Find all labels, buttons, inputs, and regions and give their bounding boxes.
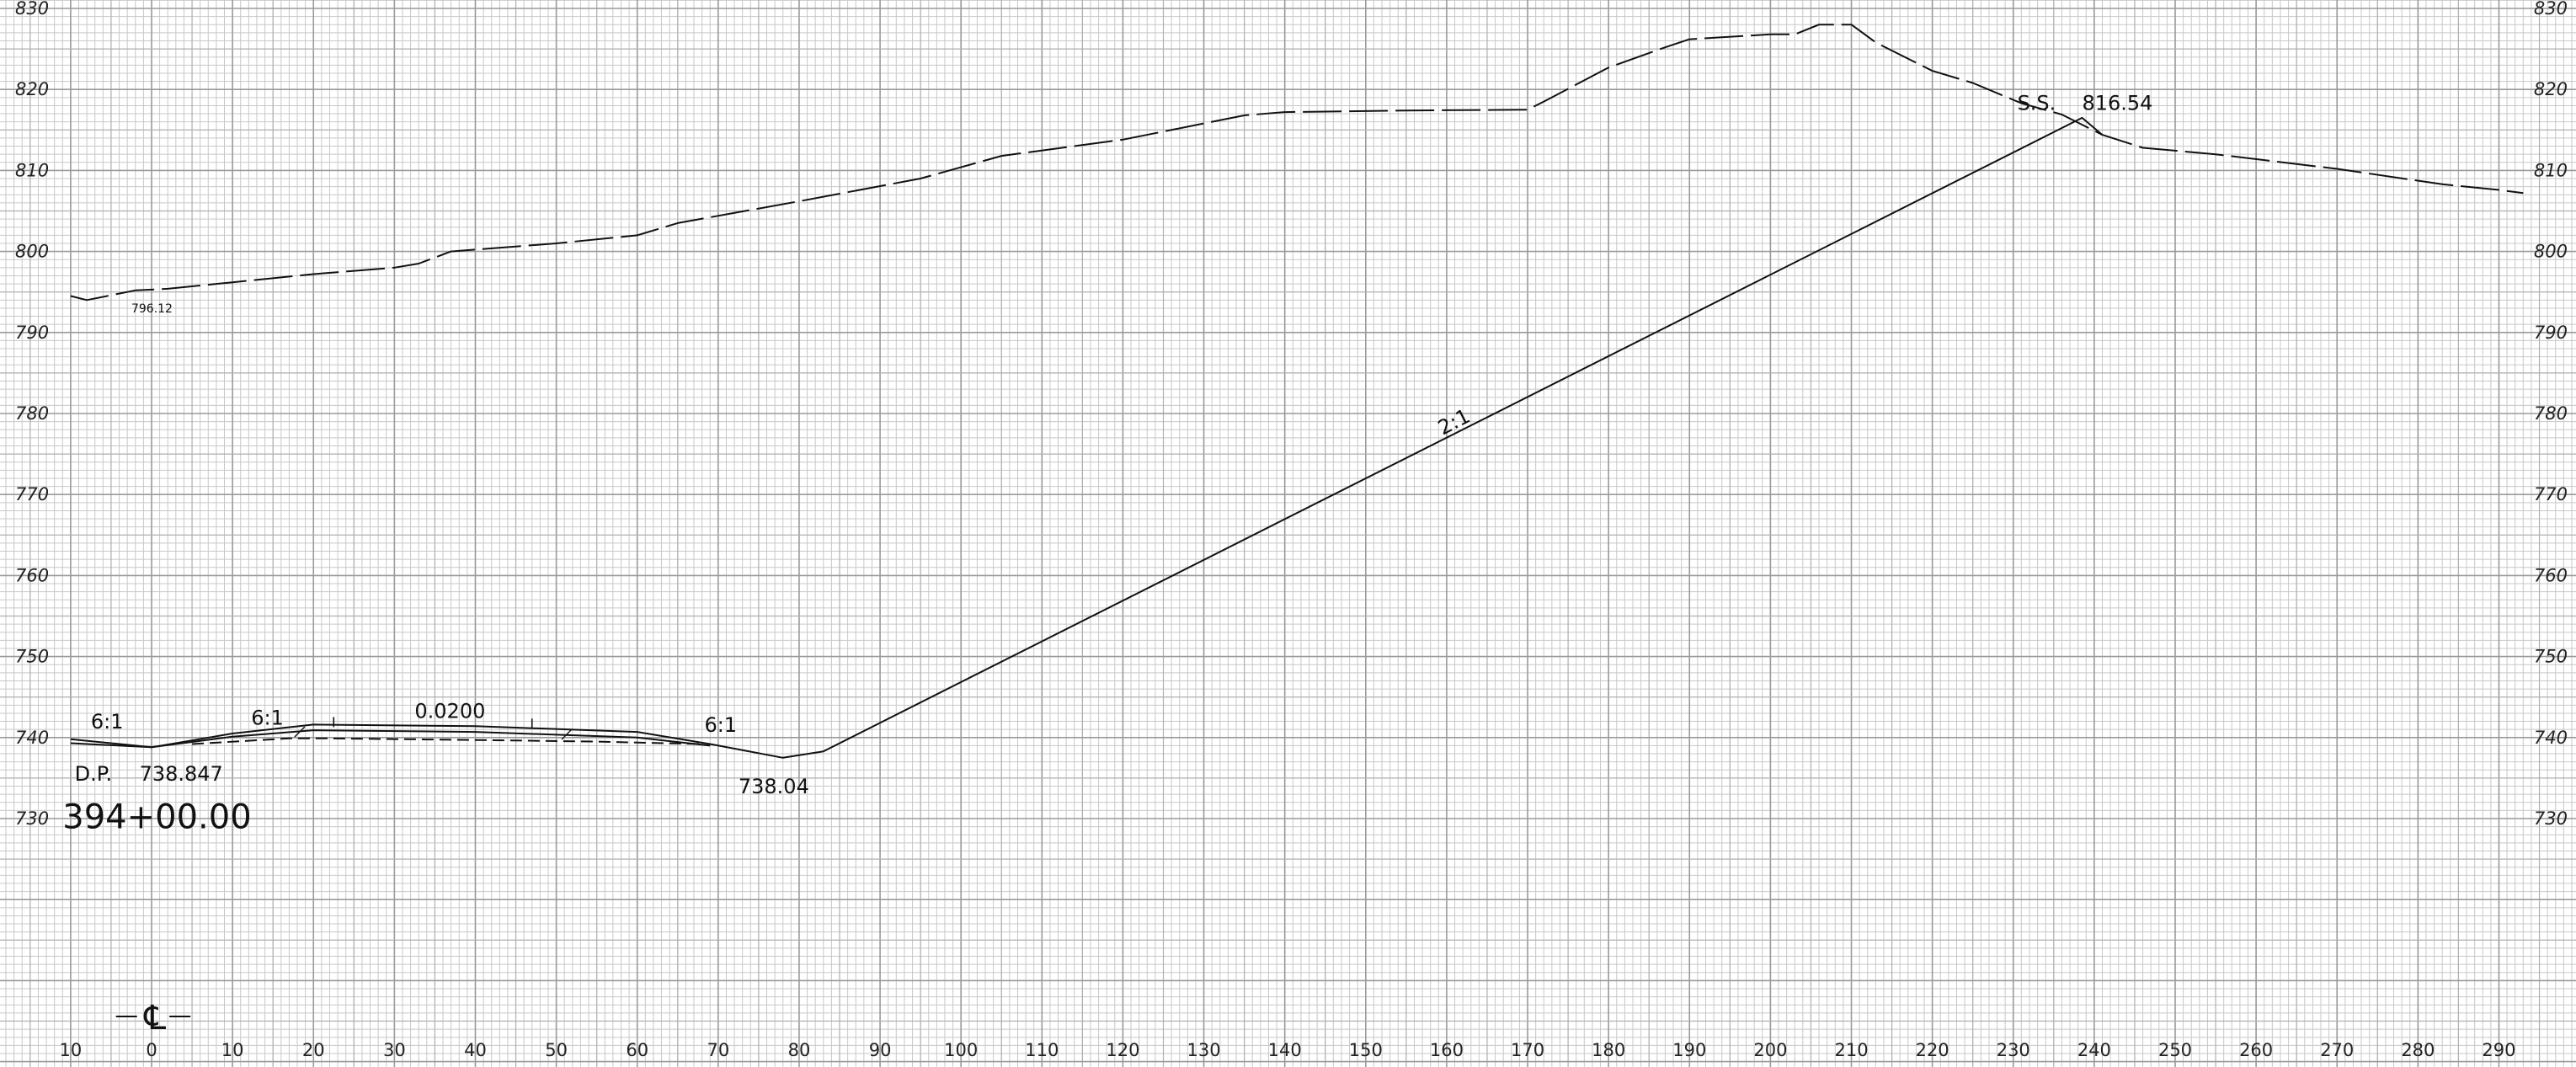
- x-tick-label: 120: [1106, 1040, 1139, 1060]
- x-tick-label: 90: [869, 1040, 892, 1060]
- y-tick-label-left: 810: [15, 160, 49, 180]
- y-tick-label-right: 800: [2534, 242, 2568, 262]
- x-tick-label: 20: [302, 1040, 325, 1060]
- x-tick-label: 210: [1834, 1040, 1868, 1060]
- y-tick-label-right: 830: [2534, 0, 2568, 19]
- x-tick-label: 110: [1025, 1040, 1059, 1060]
- y-tick-label-right: 750: [2534, 647, 2568, 667]
- shoulder-break-mark: [561, 728, 573, 740]
- shoulder-break-mark: [294, 726, 306, 738]
- centerline-glyph: ℄: [143, 999, 166, 1038]
- x-tick-label: 0: [146, 1040, 157, 1060]
- x-tick-label: 140: [1268, 1040, 1302, 1060]
- annotation-label: 6:1: [251, 706, 284, 729]
- annotation-label: D.P.: [75, 762, 112, 786]
- x-tick-label: 150: [1349, 1040, 1383, 1060]
- y-tick-label-left: 820: [15, 79, 49, 99]
- x-tick-label: 130: [1187, 1040, 1221, 1060]
- y-tick-label-left: 780: [15, 403, 49, 424]
- annotation-label: 816.54: [2082, 91, 2152, 115]
- y-axis-labels-right: 730 740 750 760 770 780 790 800 810 820 830: [2534, 0, 2568, 829]
- x-tick-label: 240: [2077, 1040, 2111, 1060]
- annotation-label: S.S.: [2018, 91, 2056, 115]
- annotation-label: 0.0200: [414, 700, 485, 723]
- x-tick-label: 160: [1430, 1040, 1464, 1060]
- x-tick-label: 270: [2320, 1040, 2354, 1060]
- y-tick-label-right: 810: [2534, 160, 2568, 180]
- profile-lines: [70, 24, 2524, 759]
- y-tick-label-right: 730: [2534, 808, 2568, 829]
- x-tick-label: 60: [626, 1040, 648, 1060]
- y-tick-label-right: 790: [2534, 323, 2568, 343]
- y-tick-label-right: 740: [2534, 728, 2568, 748]
- y-tick-label-left: 750: [15, 647, 49, 667]
- x-tick-label: 290: [2482, 1040, 2515, 1060]
- profile-line-dashed: [70, 24, 2524, 301]
- x-tick-label: 180: [1592, 1040, 1625, 1060]
- profile-line-solid: [70, 116, 2104, 759]
- y-tick-label-right: 760: [2534, 565, 2568, 585]
- x-tick-label: 260: [2239, 1040, 2273, 1060]
- x-tick-label: 170: [1511, 1040, 1544, 1060]
- y-tick-label-left: 770: [15, 484, 49, 504]
- y-tick-label-right: 770: [2534, 484, 2568, 504]
- x-axis-labels: 10 0 10 20 30 40 50 60 70 80 90 100 110 120 130 140 150 1…: [60, 1040, 2516, 1060]
- annotation-label: 6:1: [704, 713, 737, 737]
- annotation-label: 6:1: [91, 710, 124, 734]
- annotation-label: 796.12: [131, 302, 173, 316]
- y-tick-label-left: 800: [15, 242, 49, 262]
- crown-marks: [294, 717, 573, 740]
- x-tick-label: 280: [2401, 1040, 2435, 1060]
- annotation-label: 738.847: [140, 762, 223, 786]
- x-tick-label: 220: [1916, 1040, 1949, 1060]
- annotation-label: 738.04: [739, 775, 809, 798]
- x-tick-label: 10: [221, 1040, 244, 1060]
- x-tick-label: 230: [1997, 1040, 2030, 1060]
- y-tick-label-left: 740: [15, 728, 49, 748]
- annotation-label: 394+00.00: [62, 798, 251, 837]
- x-tick-label: 70: [707, 1040, 729, 1060]
- y-tick-label-left: 730: [15, 808, 49, 829]
- x-tick-label: 100: [944, 1040, 978, 1060]
- centerline-symbol: ℄: [115, 999, 191, 1038]
- x-tick-label: 200: [1753, 1040, 1787, 1060]
- y-tick-label-left: 760: [15, 565, 49, 585]
- y-tick-label-left: 830: [15, 0, 49, 19]
- y-tick-label-right: 820: [2534, 79, 2568, 99]
- y-axis-labels-left: 730 740 750 760 770 780 790 800 810 820 830: [15, 0, 49, 829]
- profile-line-solid: [70, 729, 711, 749]
- x-tick-label: 250: [2158, 1040, 2192, 1060]
- x-tick-label: 190: [1672, 1040, 1706, 1060]
- x-tick-label: 10: [60, 1040, 83, 1060]
- x-tick-label: 80: [788, 1040, 811, 1060]
- x-tick-label: 30: [383, 1040, 406, 1060]
- x-tick-label: 50: [545, 1040, 568, 1060]
- y-tick-label-right: 780: [2534, 403, 2568, 424]
- x-tick-label: 40: [464, 1040, 487, 1060]
- y-tick-label-left: 790: [15, 323, 49, 343]
- profile-line-dashed: [192, 737, 702, 745]
